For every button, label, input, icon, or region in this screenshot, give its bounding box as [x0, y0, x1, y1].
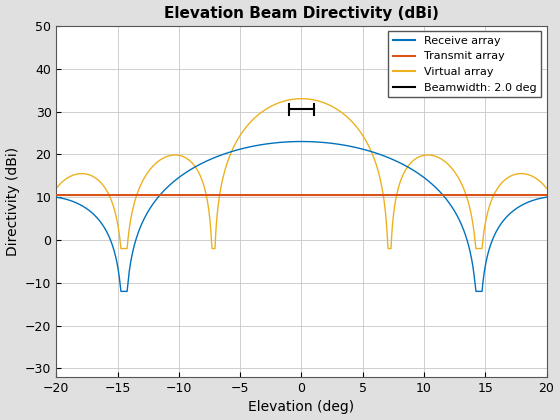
Legend: Receive array, Transmit array, Virtual array, Beamwidth: 2.0 deg: Receive array, Transmit array, Virtual a… — [388, 32, 541, 97]
X-axis label: Elevation (deg): Elevation (deg) — [249, 400, 354, 415]
Title: Elevation Beam Directivity (dBi): Elevation Beam Directivity (dBi) — [164, 5, 439, 21]
Y-axis label: Directivity (dBi): Directivity (dBi) — [6, 147, 20, 256]
